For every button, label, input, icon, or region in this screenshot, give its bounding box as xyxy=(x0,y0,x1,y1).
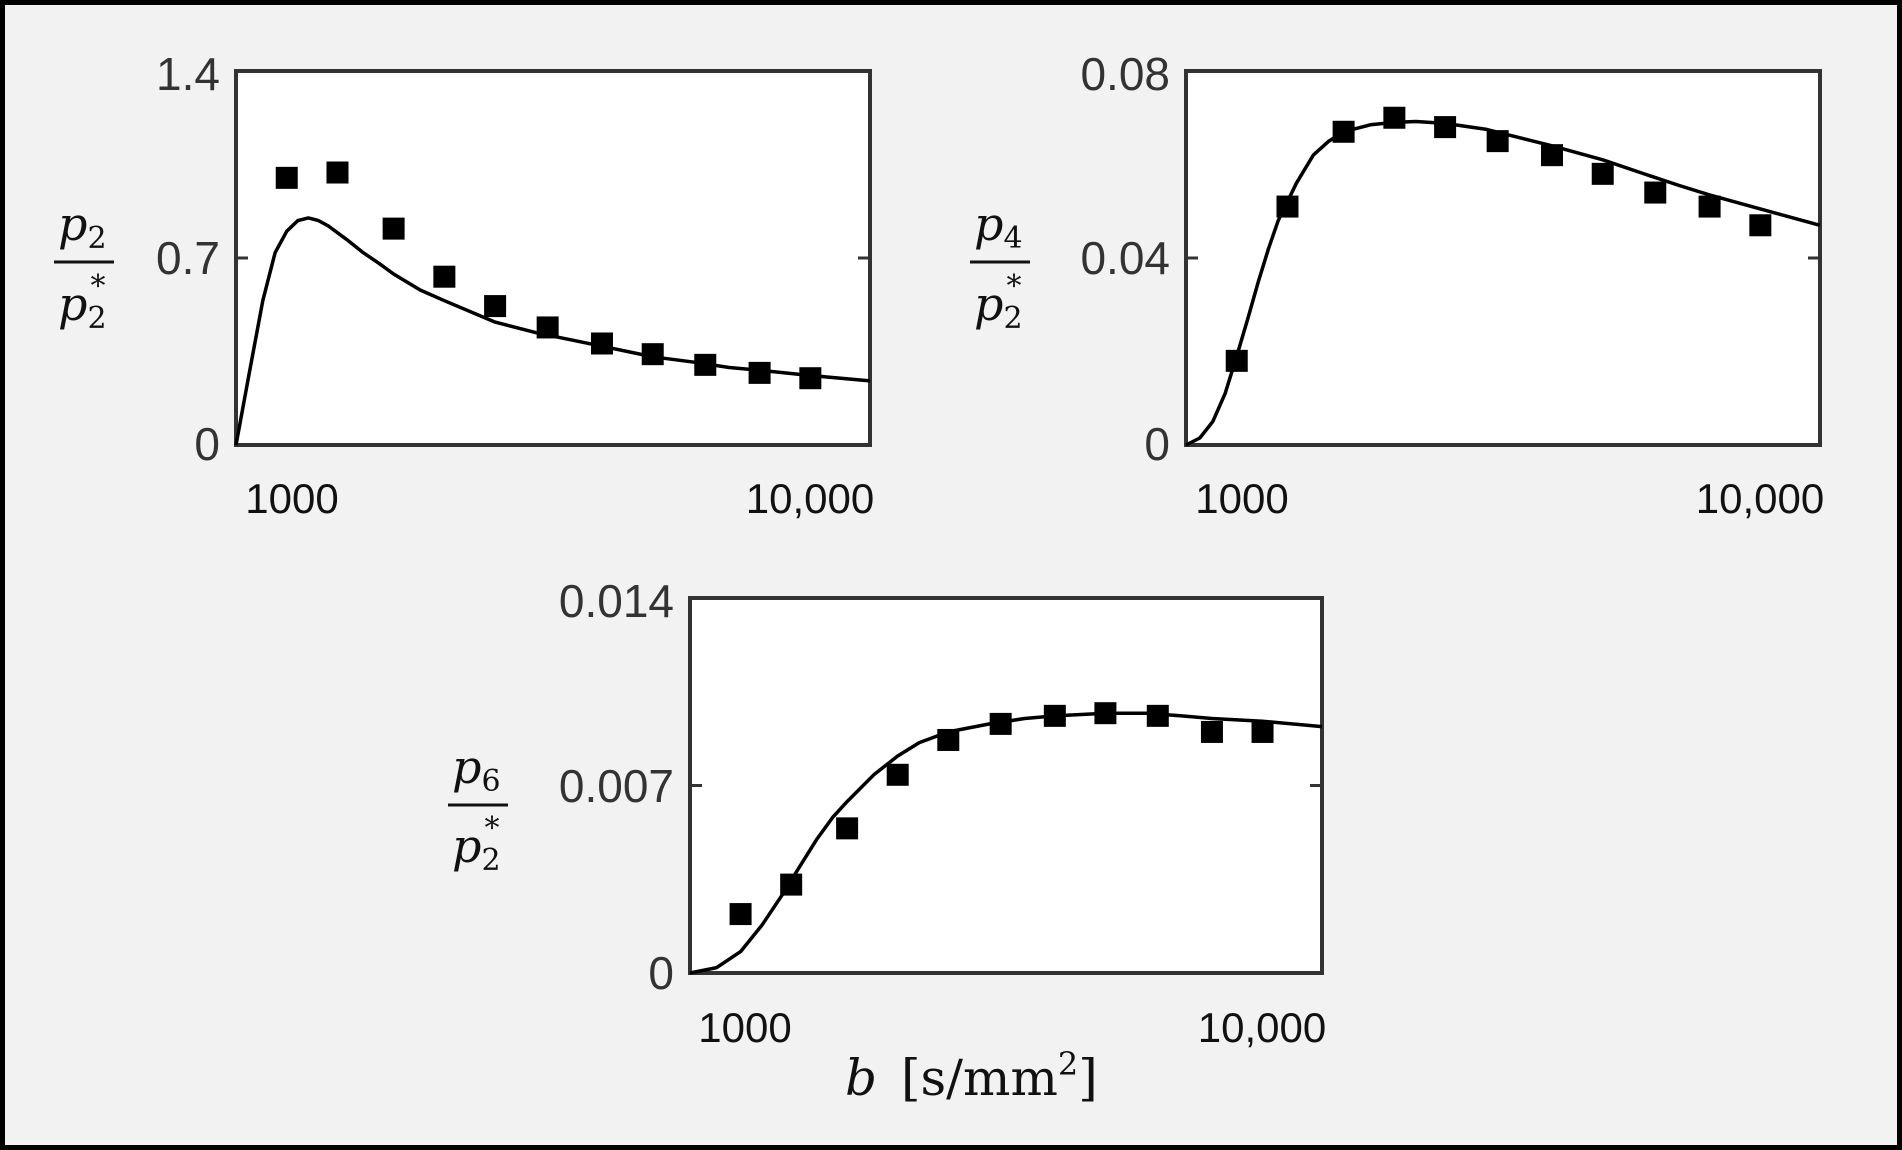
data-point xyxy=(433,265,456,288)
data-point xyxy=(1225,349,1248,372)
y-tick-label: 0.08 xyxy=(1080,48,1170,100)
marks xyxy=(234,69,871,447)
data-point xyxy=(1043,704,1066,727)
y-tick-label: 0.04 xyxy=(1080,232,1170,284)
plot-area xyxy=(1184,69,1822,447)
data-point xyxy=(1644,181,1667,204)
panel-p4: 0.08 0.04 0 1000 10,000 p4 p2* xyxy=(970,48,1824,522)
y-tick-label: 0.014 xyxy=(559,575,674,627)
y-label-denominator: p2* xyxy=(974,269,1023,336)
data-point xyxy=(382,217,405,240)
x-tick-label: 10,000 xyxy=(1696,475,1824,522)
x-tick-label: 10,000 xyxy=(1198,1004,1326,1051)
data-point xyxy=(1591,162,1614,185)
y-tick-label: 0 xyxy=(648,947,674,999)
data-point xyxy=(1200,720,1223,743)
data-point xyxy=(536,316,559,339)
data-point xyxy=(1486,130,1509,153)
data-point xyxy=(836,817,859,840)
data-point xyxy=(748,361,771,384)
data-point xyxy=(886,763,909,786)
plot-area xyxy=(688,596,1324,975)
y-tick-label: 0.007 xyxy=(559,760,674,812)
y-label-denominator: p2* xyxy=(452,811,501,878)
data-point xyxy=(729,903,752,926)
y-tick-label: 0 xyxy=(194,418,220,470)
data-point xyxy=(694,353,717,376)
x-axis-label: b [s/mm2] xyxy=(845,1045,1098,1107)
y-label-numerator: p4 xyxy=(974,197,1023,256)
y-tick-label: 0.7 xyxy=(156,232,220,284)
data-point xyxy=(1434,116,1457,139)
data-point xyxy=(326,161,349,184)
x-tick-label: 10,000 xyxy=(746,475,874,522)
y-axis-label: p6 p2* xyxy=(448,740,508,878)
data-point xyxy=(780,873,803,896)
x-tick-label: 1000 xyxy=(698,1004,791,1051)
data-point xyxy=(1698,195,1721,218)
y-axis-label: p4 p2* xyxy=(970,197,1030,336)
marks xyxy=(1185,69,1821,447)
data-point xyxy=(641,343,664,366)
data-point xyxy=(937,728,960,751)
data-point xyxy=(1251,720,1274,743)
data-point xyxy=(1094,702,1117,725)
data-point xyxy=(1146,704,1169,727)
data-point xyxy=(1749,214,1772,237)
y-label-denominator: p2* xyxy=(58,269,107,336)
marks xyxy=(689,596,1323,975)
data-point xyxy=(590,332,613,355)
y-label-numerator: p2 xyxy=(58,197,107,256)
data-point xyxy=(484,295,507,318)
data-point xyxy=(275,166,298,189)
y-axis-label: p2 p2* xyxy=(54,197,114,336)
y-tick-label: 0 xyxy=(1144,418,1170,470)
data-point xyxy=(989,712,1012,735)
y-label-numerator: p6 xyxy=(452,740,501,799)
panel-p2: 1.4 0.7 0 1000 10,000 p2 p2* xyxy=(54,48,874,522)
data-point xyxy=(799,367,822,390)
panel-p6: 0.014 0.007 0 1000 10,000 p6 p2* b [s/mm2… xyxy=(448,575,1326,1107)
data-point xyxy=(1540,144,1563,167)
data-point xyxy=(1332,120,1355,143)
plot-area xyxy=(234,69,872,447)
x-tick-label: 1000 xyxy=(245,475,338,522)
data-point xyxy=(1276,195,1299,218)
y-tick-label: 1.4 xyxy=(156,48,220,100)
data-point xyxy=(1383,106,1406,129)
x-tick-label: 1000 xyxy=(1195,475,1288,522)
